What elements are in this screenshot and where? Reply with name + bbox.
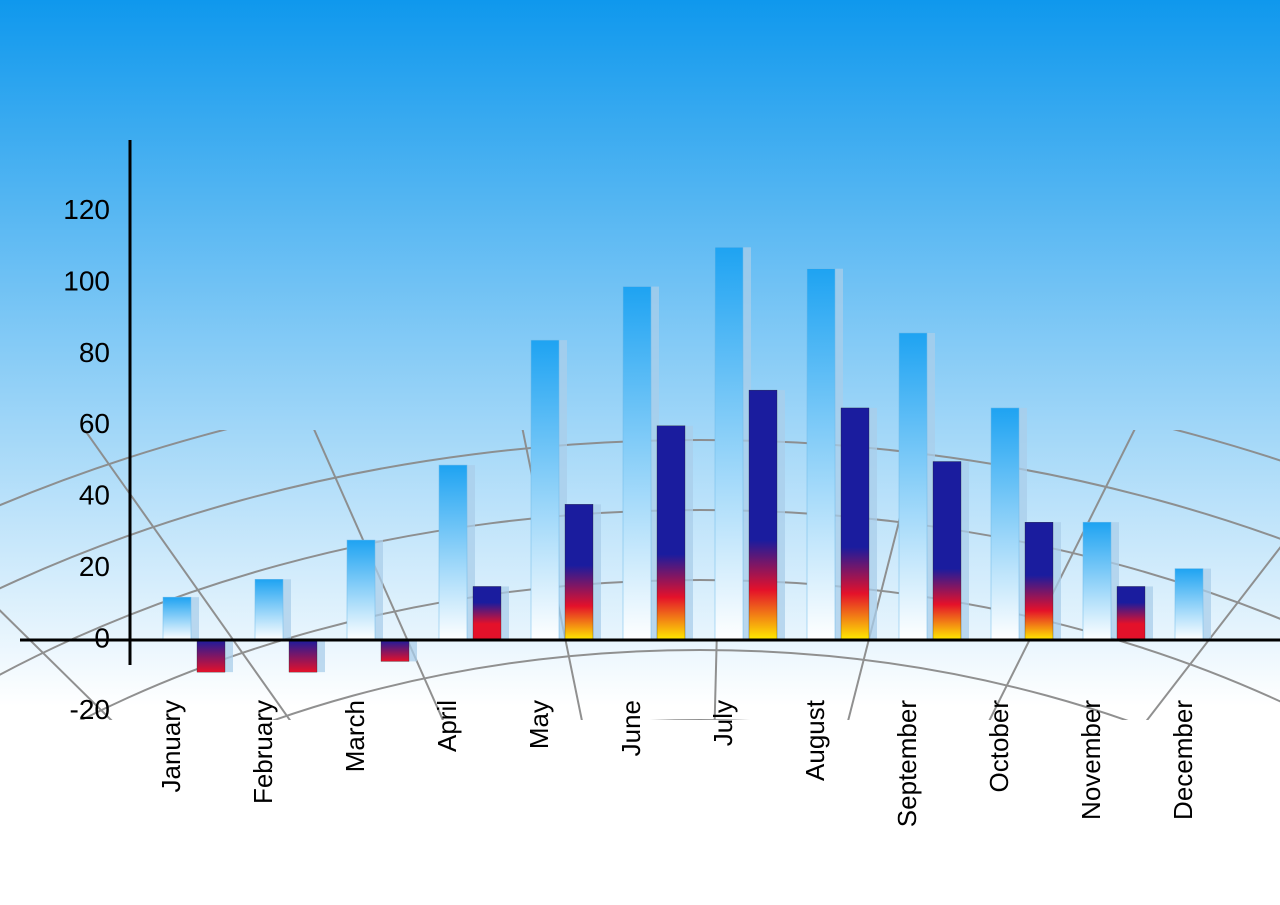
chart-container: { "chart": { "type": "grouped-bar", "can…	[0, 0, 1280, 905]
bar-series-a	[991, 408, 1019, 640]
bar-series-a	[439, 465, 467, 640]
x-tick-label: October	[984, 700, 1014, 793]
x-tick-label: November	[1076, 700, 1106, 820]
x-tick-label: August	[800, 699, 830, 781]
y-tick-label: 120	[63, 194, 110, 225]
x-tick-label-group: April	[432, 700, 462, 752]
x-tick-label-group: February	[248, 700, 278, 804]
x-tick-label-group: November	[1076, 700, 1106, 820]
x-tick-label-group: August	[800, 699, 830, 781]
bar-series-a	[531, 340, 559, 640]
y-tick-label: 0	[94, 622, 110, 653]
bar-series-a	[623, 287, 651, 640]
x-tick-label-group: September	[892, 700, 922, 828]
y-tick-label: -20	[70, 694, 110, 725]
x-tick-label: December	[1168, 700, 1198, 820]
x-tick-label: March	[340, 700, 370, 772]
x-tick-label-group: June	[616, 700, 646, 756]
x-tick-label: May	[524, 700, 554, 749]
bar-series-b	[1117, 586, 1145, 640]
x-tick-label: July	[708, 700, 738, 746]
x-tick-label-group: May	[524, 700, 554, 749]
y-tick-label: 60	[79, 408, 110, 439]
x-tick-label: September	[892, 700, 922, 828]
bar-series-a	[807, 269, 835, 640]
bar-series-a	[255, 579, 283, 640]
x-tick-label-group: July	[708, 700, 738, 746]
y-tick-label: 80	[79, 337, 110, 368]
x-tick-label-group: January	[156, 700, 186, 793]
bar-series-a	[1175, 569, 1203, 640]
x-tick-label: January	[156, 700, 186, 793]
y-tick-label: 40	[79, 480, 110, 511]
x-tick-label: June	[616, 700, 646, 756]
y-tick-label: 20	[79, 551, 110, 582]
bar-series-b	[289, 640, 317, 672]
bar-series-b	[933, 462, 961, 641]
y-tick-label: 100	[63, 265, 110, 296]
bar-series-b	[381, 640, 409, 661]
x-tick-label: April	[432, 700, 462, 752]
bar-series-a	[347, 540, 375, 640]
bar-series-b	[197, 640, 225, 672]
x-tick-label-group: December	[1168, 700, 1198, 820]
bar-series-a	[1083, 522, 1111, 640]
chart-svg: -20 0 20 40 60 80 100 120 January February March A…	[0, 0, 1280, 905]
x-tick-label-group: October	[984, 700, 1014, 793]
bar-series-a	[163, 597, 191, 640]
bar-series-b	[473, 586, 501, 640]
x-tick-label: February	[248, 700, 278, 804]
bar-series-a	[715, 247, 743, 640]
bar-series-b	[749, 390, 777, 640]
bar-series-b	[1025, 522, 1053, 640]
x-tick-label-group: March	[340, 700, 370, 772]
bar-series-b	[565, 504, 593, 640]
bar-series-b	[657, 426, 685, 640]
bar-series-a	[899, 333, 927, 640]
bar-series-b	[841, 408, 869, 640]
